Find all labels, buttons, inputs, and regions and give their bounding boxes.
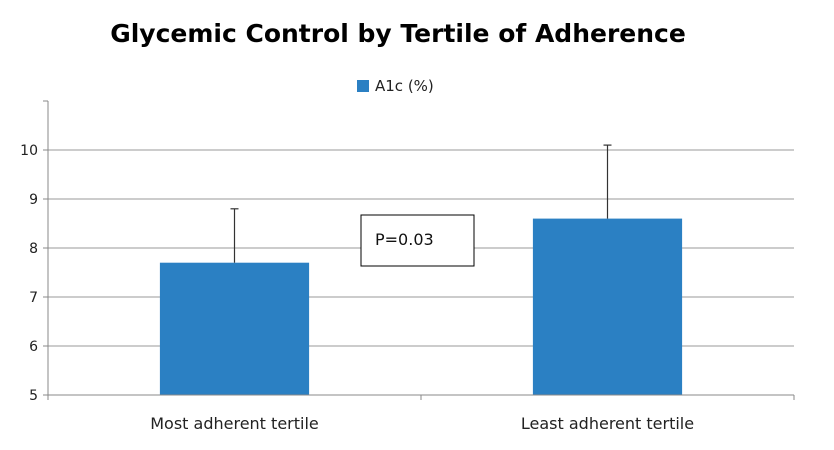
y-tick-label: 10: [20, 143, 38, 159]
y-tick-label: 9: [29, 192, 38, 208]
y-tick-label: 8: [29, 241, 38, 257]
y-tick-label: 6: [29, 339, 38, 355]
y-axis-ticks: 5 6 7 8 9 10: [20, 100, 48, 404]
chart-title: Glycemic Control by Tertile of Adherence: [110, 19, 686, 48]
bar: [159, 262, 310, 395]
annotation-box: [360, 214, 475, 267]
error-bars: [230, 144, 612, 263]
legend-swatch: [357, 80, 369, 92]
legend: A1c (%): [357, 77, 434, 95]
annotation-text: P=0.03: [375, 230, 434, 249]
bar: [532, 218, 683, 395]
axes: [47, 101, 795, 400]
p-value-annotation: P=0.03: [360, 214, 475, 267]
y-tick-label: 7: [29, 290, 38, 306]
x-axis-categories: Most adherent tertile Least adherent tert…: [150, 414, 694, 433]
y-tick-label: 5: [29, 388, 38, 404]
x-category-label: Most adherent tertile: [150, 414, 319, 433]
bars: [159, 218, 683, 395]
x-category-label: Least adherent tertile: [521, 414, 694, 433]
legend-label: A1c (%): [375, 77, 434, 95]
